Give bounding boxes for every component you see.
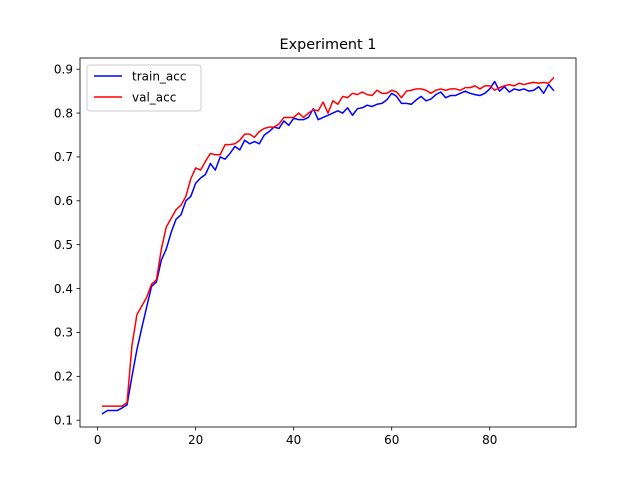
x-tick-label: 60 [384, 433, 399, 447]
legend-label-train-acc: train_acc [132, 70, 186, 84]
legend: train_acc val_acc [86, 64, 202, 112]
y-tick-label: 0.9 [54, 62, 73, 76]
y-tick-label: 0.2 [54, 370, 73, 384]
y-axis: 0.1 0.2 0.3 0.4 0.5 0.6 0.7 0.8 0.9 [54, 62, 80, 427]
y-tick-label: 0.5 [54, 238, 73, 252]
y-tick-label: 0.6 [54, 194, 73, 208]
y-tick-label: 0.3 [54, 326, 73, 340]
x-axis: 0 20 40 60 80 [94, 427, 497, 447]
y-tick-label: 0.4 [54, 282, 73, 296]
series-layer [101, 76, 555, 415]
axes-frame [79, 57, 577, 428]
x-tick-label: 0 [94, 433, 102, 447]
legend-label-val-acc: val_acc [132, 91, 176, 105]
series-line-train-acc [101, 80, 555, 415]
series-line-val-acc [101, 76, 555, 407]
y-tick-label: 0.7 [54, 150, 73, 164]
x-tick-label: 80 [482, 433, 497, 447]
y-tick-label: 0.8 [54, 106, 73, 120]
x-tick-label: 40 [286, 433, 301, 447]
x-tick-label: 20 [188, 433, 203, 447]
y-tick-label: 0.1 [54, 413, 73, 427]
chart-title: Experiment 1 [280, 37, 377, 53]
